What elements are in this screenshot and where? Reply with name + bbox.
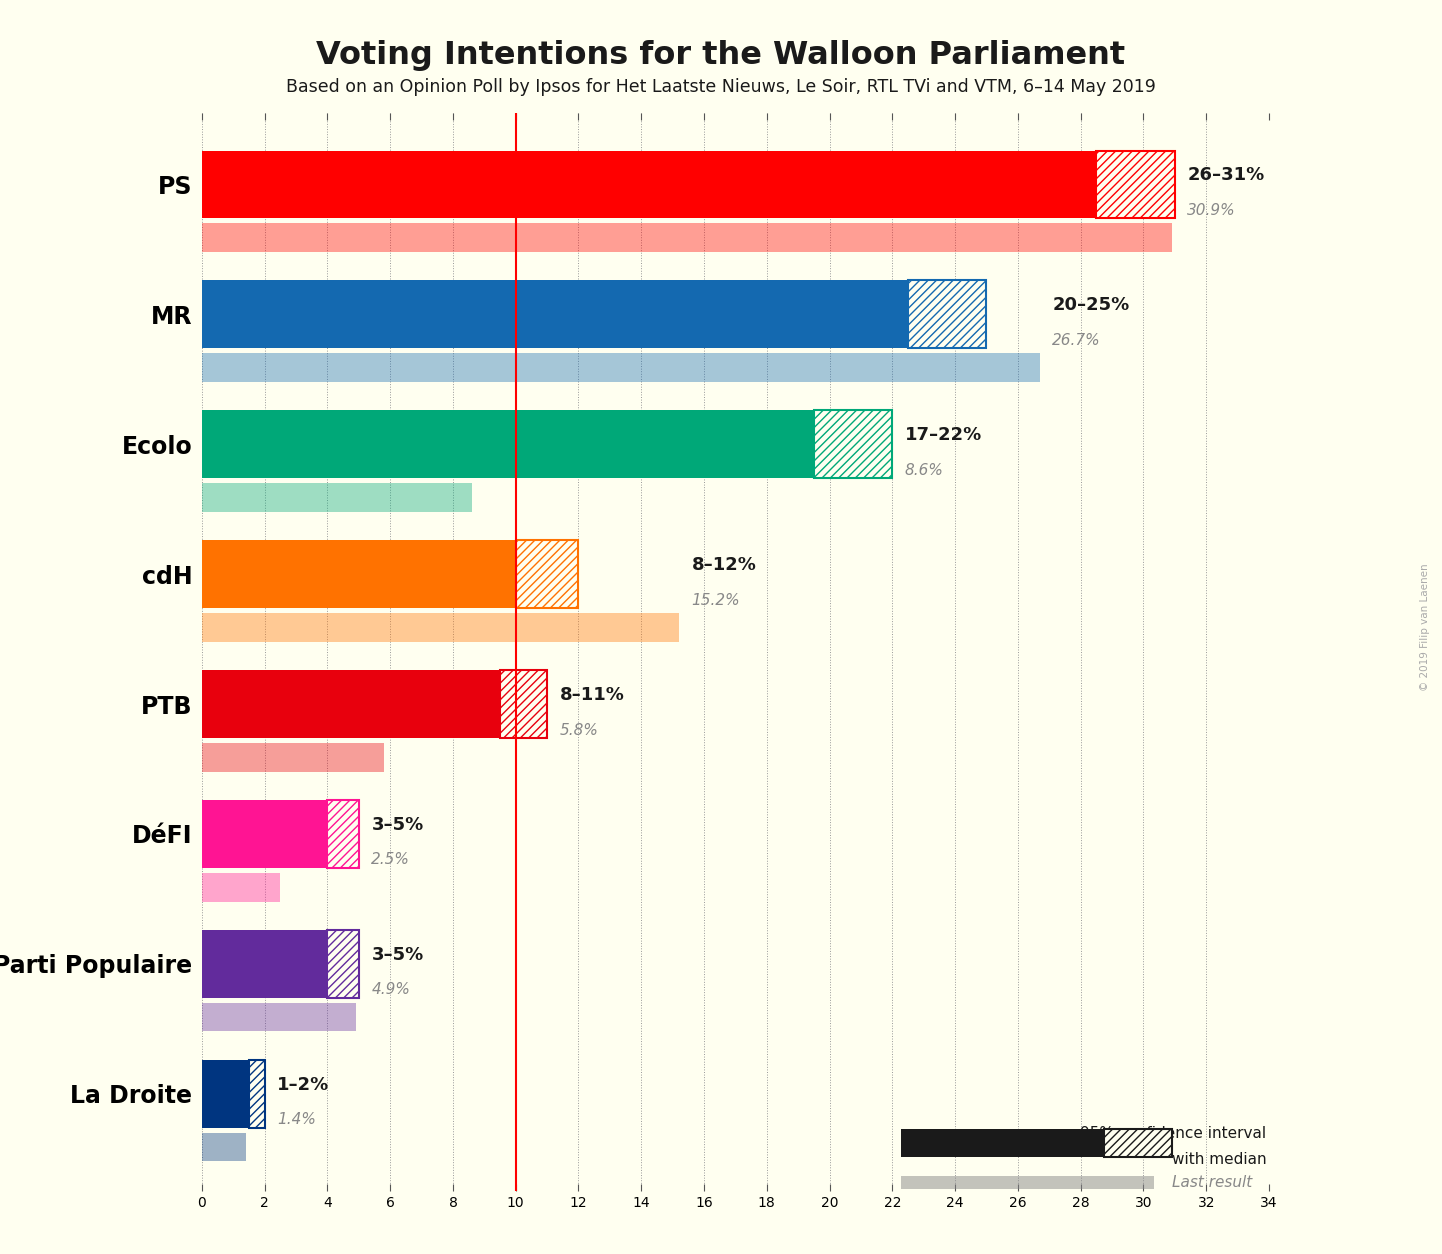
Bar xyxy=(202,613,679,642)
Text: © 2019 Filip van Laenen: © 2019 Filip van Laenen xyxy=(1420,563,1429,691)
Text: 8–11%: 8–11% xyxy=(559,686,624,703)
Text: 95% confidence interval: 95% confidence interval xyxy=(1080,1126,1266,1141)
Bar xyxy=(813,410,893,478)
Text: 26.7%: 26.7% xyxy=(1053,332,1102,347)
Text: Based on an Opinion Poll by Ipsos for Het Laatste Nieuws, Le Soir, RTL TVi and V: Based on an Opinion Poll by Ipsos for He… xyxy=(286,78,1156,95)
Bar xyxy=(202,540,453,608)
Bar xyxy=(202,483,472,512)
Text: 3–5%: 3–5% xyxy=(372,946,424,964)
Text: 17–22%: 17–22% xyxy=(906,426,982,444)
Bar xyxy=(453,540,516,608)
Text: with median: with median xyxy=(1172,1151,1266,1166)
Text: 8–12%: 8–12% xyxy=(692,556,757,574)
Text: 1–2%: 1–2% xyxy=(277,1076,329,1093)
Bar xyxy=(901,1129,1037,1156)
Bar xyxy=(327,930,359,998)
Bar xyxy=(202,930,296,998)
Bar xyxy=(735,410,813,478)
Bar xyxy=(202,410,735,478)
Bar xyxy=(202,223,1172,252)
Bar xyxy=(516,540,578,608)
Text: 15.2%: 15.2% xyxy=(692,593,740,608)
Text: 30.9%: 30.9% xyxy=(1187,203,1236,218)
Bar xyxy=(234,1060,249,1127)
Bar xyxy=(1018,150,1096,218)
Text: 3–5%: 3–5% xyxy=(372,816,424,834)
Text: 2.5%: 2.5% xyxy=(372,853,410,868)
Bar xyxy=(296,800,327,868)
Bar xyxy=(1096,150,1175,218)
Bar xyxy=(202,150,1018,218)
Text: 26–31%: 26–31% xyxy=(1187,167,1265,184)
Bar xyxy=(1037,1129,1105,1156)
Bar xyxy=(453,671,500,737)
Bar xyxy=(500,671,547,737)
Text: 1.4%: 1.4% xyxy=(277,1112,316,1127)
Bar xyxy=(829,281,908,349)
Bar xyxy=(296,930,327,998)
Bar xyxy=(202,1132,245,1161)
Bar xyxy=(202,1003,356,1032)
Bar xyxy=(202,671,453,737)
Bar xyxy=(249,1060,265,1127)
Bar xyxy=(202,800,296,868)
Bar xyxy=(908,281,986,349)
Text: 5.8%: 5.8% xyxy=(559,722,598,737)
Bar xyxy=(901,1176,1154,1189)
Bar xyxy=(202,281,829,349)
Text: 4.9%: 4.9% xyxy=(372,982,410,997)
Bar xyxy=(327,800,359,868)
Bar xyxy=(202,744,384,771)
Text: Voting Intentions for the Walloon Parliament: Voting Intentions for the Walloon Parlia… xyxy=(316,40,1126,71)
Text: 8.6%: 8.6% xyxy=(906,463,943,478)
Text: 20–25%: 20–25% xyxy=(1053,296,1129,315)
Bar xyxy=(202,354,1040,381)
Bar xyxy=(1105,1129,1171,1156)
Bar xyxy=(202,1060,234,1127)
Text: Last result: Last result xyxy=(1171,1175,1252,1190)
Bar xyxy=(202,873,280,902)
